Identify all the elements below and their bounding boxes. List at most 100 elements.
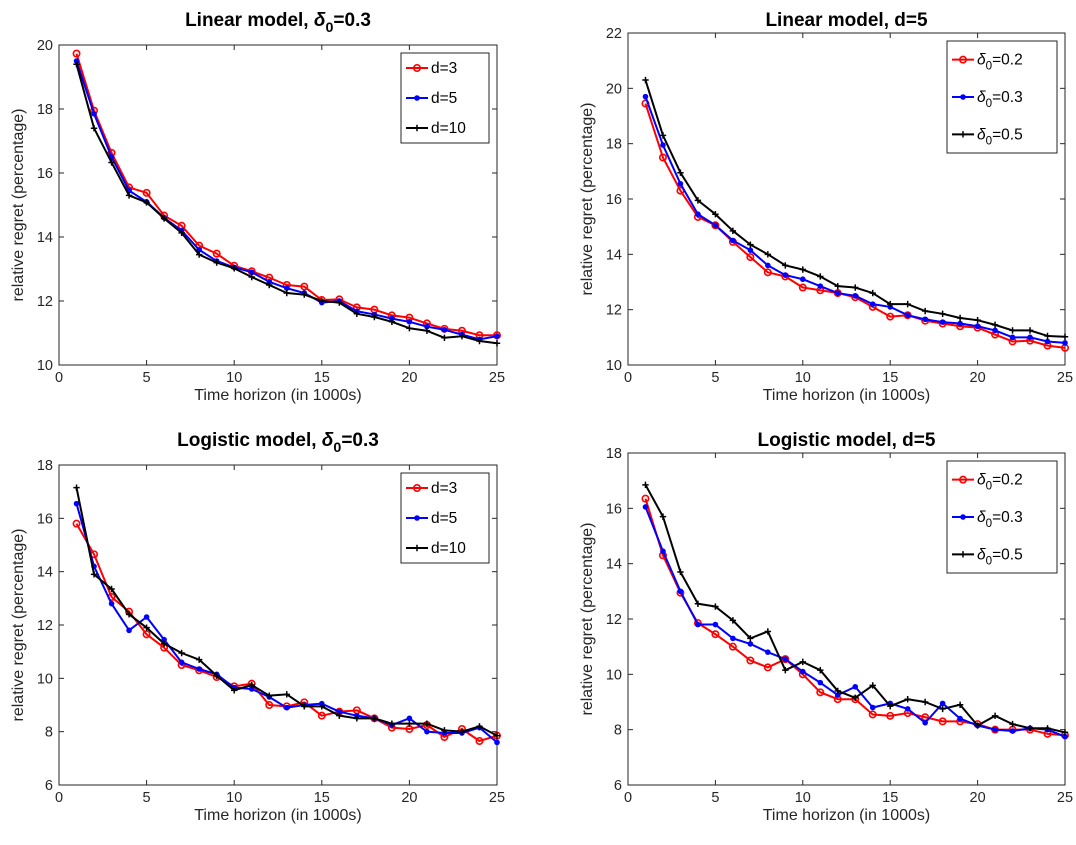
y-tick-label: 16 <box>606 192 622 208</box>
y-tick-label: 6 <box>614 778 622 794</box>
data-point <box>730 237 736 244</box>
data-point <box>195 251 203 258</box>
x-tick-label: 0 <box>55 790 63 806</box>
legend-marker <box>958 55 967 64</box>
data-point <box>73 61 80 68</box>
data-point <box>729 617 737 624</box>
data-point <box>178 649 185 657</box>
legend-entry: δ0=0.3 <box>977 509 1023 530</box>
data-point <box>764 628 772 635</box>
x-tick-label: 10 <box>795 790 811 806</box>
x-tick-label: 0 <box>55 370 63 386</box>
data-point <box>974 323 981 330</box>
y-tick-label: 12 <box>606 612 622 628</box>
data-point <box>782 656 789 662</box>
data-point <box>1009 728 1016 734</box>
y-axis-label: relative regret (percentage) <box>579 523 596 716</box>
y-tick-label: 18 <box>37 102 53 118</box>
data-point <box>799 276 806 283</box>
data-point <box>266 692 273 699</box>
data-point <box>1044 332 1051 340</box>
chart-title: Linear model, δ0=0.3 <box>185 10 371 36</box>
data-point <box>956 314 964 322</box>
data-point <box>992 327 998 334</box>
data-point <box>904 706 911 712</box>
data-point <box>143 624 150 631</box>
data-point <box>108 159 115 166</box>
x-tick-label: 5 <box>143 370 151 386</box>
data-point <box>712 222 719 229</box>
data-point <box>1061 333 1069 340</box>
data-point <box>817 666 824 674</box>
data-point <box>143 199 150 206</box>
data-point <box>677 568 684 576</box>
data-point <box>91 111 97 117</box>
chart-linear-d5: 0 5 10 15 20 25 10 12 14 16 18 20 22 Time horizon (in… <box>579 10 1073 404</box>
chart-title: Linear model, d=5 <box>765 10 928 31</box>
data-point <box>1009 334 1016 341</box>
data-point <box>476 337 483 345</box>
data-point <box>353 310 361 317</box>
data-point <box>642 504 649 510</box>
legend-marker <box>959 131 967 138</box>
data-point <box>318 297 325 305</box>
chart-logistic-d5: 0 5 10 15 20 25 6 8 10 12 14 16 18 Time horizon (in 1… <box>579 430 1073 824</box>
data-point <box>1026 725 1034 732</box>
legend-marker <box>958 475 967 484</box>
y-tick-label: 10 <box>37 671 53 687</box>
data-point <box>921 698 929 706</box>
data-point <box>125 611 133 618</box>
data-point <box>939 310 946 318</box>
data-point <box>991 321 999 329</box>
data-point <box>904 300 911 308</box>
legend-entry: d=5 <box>431 90 457 107</box>
data-point <box>852 694 859 702</box>
y-tick-label: 18 <box>606 137 622 153</box>
data-point <box>458 728 466 735</box>
data-point <box>301 703 308 710</box>
legend-entry: δ0=0.5 <box>977 546 1023 567</box>
series-2 <box>642 76 1069 340</box>
y-tick-label: 14 <box>37 565 53 581</box>
y-tick-label: 14 <box>606 247 622 263</box>
data-point <box>869 704 876 711</box>
data-point <box>747 241 754 248</box>
data-point <box>72 519 81 528</box>
data-point <box>336 299 343 306</box>
data-point <box>406 318 413 325</box>
data-point <box>213 672 220 679</box>
data-point <box>660 548 666 555</box>
data-point <box>283 289 290 297</box>
x-tick-label: 10 <box>795 370 811 386</box>
legend-entry: δ0=0.2 <box>977 52 1023 73</box>
x-tick-label: 25 <box>1057 790 1073 806</box>
legend-entry: d=10 <box>431 120 466 137</box>
x-tick-label: 25 <box>1057 370 1073 386</box>
data-point <box>834 282 841 290</box>
legend: d=3 d=5 d=10 <box>400 52 490 144</box>
data-point <box>887 300 894 308</box>
legend-marker <box>959 551 967 558</box>
data-point <box>799 266 806 273</box>
data-point <box>712 603 719 610</box>
data-point <box>143 614 150 620</box>
data-point <box>711 630 720 639</box>
data-point <box>817 273 824 280</box>
x-tick-label: 15 <box>882 370 898 386</box>
data-point <box>301 291 308 298</box>
data-point <box>318 703 325 710</box>
x-tick-label: 25 <box>489 790 505 806</box>
data-point <box>476 723 483 730</box>
x-tick-label: 0 <box>624 790 632 806</box>
data-point <box>869 289 876 297</box>
data-point <box>178 229 185 237</box>
data-point <box>212 249 221 258</box>
data-point <box>886 312 895 321</box>
data-point <box>642 481 649 489</box>
y-axis-label: relative regret (percentage) <box>10 109 27 302</box>
chart-logistic-delta: 0 5 10 15 20 25 6 8 10 12 14 16 18 Time horizon (in 1… <box>10 430 505 824</box>
legend-marker <box>960 514 966 520</box>
legend-entry: d=5 <box>431 510 457 527</box>
legend-entry: δ0=0.5 <box>977 126 1023 147</box>
